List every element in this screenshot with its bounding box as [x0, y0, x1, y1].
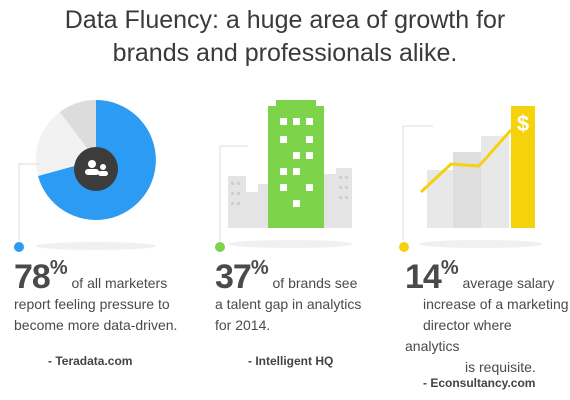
stat-number: 37 — [215, 258, 252, 296]
people-glyph — [85, 160, 108, 176]
stat-number: 14 — [405, 258, 442, 296]
pie-slice-gray — [60, 100, 96, 160]
stat-text-line3: for 2014. — [215, 317, 271, 333]
stat-source: - Intelligent HQ — [248, 354, 334, 368]
title-line-1: Data Fluency: a huge area of growth for — [64, 6, 506, 34]
stat-percent: % — [49, 257, 68, 279]
gray-building-windows — [231, 176, 348, 205]
stat-text: 14% average salary increase of a marketi… — [405, 257, 570, 378]
stat-column-3: $ 14% average salary increase of a marke… — [395, 96, 569, 396]
stat-text: 37% of brands see a talent gap in analyt… — [215, 257, 385, 336]
page-title: Data Fluency: a huge area of growth for … — [0, 4, 570, 70]
stat-text: 78% of all marketers report feeling pres… — [14, 257, 194, 336]
stat-text-line2: report feeling pressure to — [14, 296, 170, 312]
stat-source: - Teradata.com — [48, 354, 133, 368]
gray-bars — [427, 136, 509, 228]
green-building-windows — [280, 118, 313, 207]
pie-shadow — [36, 242, 156, 250]
stat-text-inline: average salary — [462, 275, 555, 291]
stat-text-line3: become more data-driven. — [14, 317, 178, 333]
stat-column-1: 78% of all marketers report feeling pres… — [0, 96, 190, 396]
bullet-dot — [399, 242, 409, 252]
stat-text-line2: increase of a marketing — [423, 296, 569, 312]
stat-text-inline: of all marketers — [71, 275, 168, 291]
bullet-dot — [14, 242, 24, 252]
stat-text-line4: is requisite. — [465, 359, 536, 375]
trend-line — [419, 129, 513, 194]
building-icon — [268, 106, 324, 228]
growth-graphic: $ — [402, 106, 543, 248]
stat-text-line3: director where analytics — [405, 317, 512, 354]
stat-text-line2: a talent gap in analytics — [215, 296, 362, 312]
dollar-icon — [511, 106, 535, 228]
stat-source: - Econsultancy.com — [423, 376, 536, 390]
stat-text-inline: of brands see — [272, 275, 358, 291]
pie-graphic — [18, 100, 156, 250]
dollar-badge: $ — [517, 111, 529, 136]
stat-number: 78 — [14, 258, 51, 296]
bullet-dot — [215, 242, 225, 252]
connector-line — [18, 163, 40, 241]
title-line-2: brands and professionals alike. — [112, 39, 458, 67]
stat-percent: % — [250, 257, 269, 279]
stat-column-2: 37% of brands see a talent gap in analyt… — [200, 96, 370, 396]
stat-percent: % — [440, 257, 459, 279]
building-graphic — [219, 100, 352, 248]
